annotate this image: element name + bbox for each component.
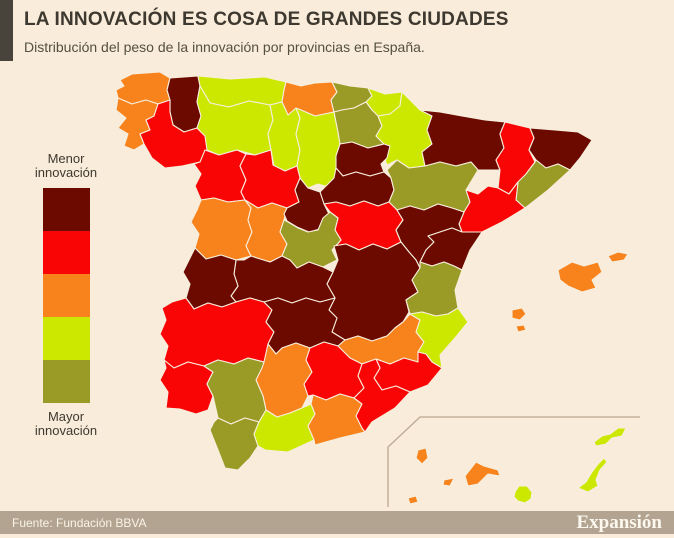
province-badajoz	[159, 297, 277, 369]
province-alicante	[409, 307, 469, 369]
province-el-hierro	[442, 477, 455, 487]
province-cantabria	[281, 81, 338, 117]
province-formentera	[515, 324, 527, 333]
province-huelva	[159, 359, 214, 415]
source-label: Fuente: Fundación BBVA	[12, 515, 147, 530]
province-a-coruna	[115, 71, 171, 105]
province-huesca	[419, 109, 506, 171]
province-zamora	[193, 149, 247, 203]
province-zaragoza	[386, 159, 479, 213]
legend-swatch-level-3	[42, 273, 90, 317]
province-mallorca	[557, 261, 603, 293]
province-asturias	[197, 75, 287, 108]
canary-inset-border	[387, 416, 640, 507]
province-menorca	[607, 251, 629, 263]
legend-swatch-level-5	[42, 359, 90, 403]
province-almeria	[353, 358, 411, 433]
page-subtitle: Distribución del peso de la innovación p…	[24, 39, 425, 55]
innovation-legend: Menor innovación Mayor innovación	[18, 151, 114, 438]
footer-bar: Fuente: Fundación BBVA Expansión	[0, 511, 674, 534]
province-la-rioja	[335, 141, 391, 177]
legend-label-mayor: Mayor innovación	[34, 408, 98, 438]
province-tarragona	[458, 181, 526, 233]
legend-swatch-level-1	[42, 187, 90, 231]
legend-swatch-level-2	[42, 230, 90, 274]
province-fuerteventura	[577, 457, 608, 493]
corner-accent-block	[0, 0, 13, 61]
province-la-gomera	[407, 495, 419, 505]
province-tenerife	[464, 461, 501, 487]
spain-map-svg	[115, 71, 640, 507]
legend-color-scale	[42, 187, 90, 403]
province-ibiza	[511, 307, 527, 321]
province-granada	[307, 393, 366, 446]
page-title: LA INNOVACIÓN ES COSA DE GRANDES CIUDADE…	[24, 9, 509, 30]
province-ourense	[139, 99, 210, 169]
province-cadiz	[209, 417, 260, 471]
province-salamanca	[190, 197, 253, 261]
legend-label-menor: Menor innovación	[34, 151, 98, 181]
brand-logo: Expansión	[576, 512, 662, 533]
province-burgos	[295, 107, 341, 189]
legend-swatch-level-4	[42, 316, 90, 360]
province-sevilla	[203, 357, 267, 425]
province-lanzarote	[593, 427, 627, 447]
province-gran-canaria	[513, 485, 533, 504]
spain-choropleth-map	[110, 70, 670, 510]
province-la-palma	[415, 447, 429, 465]
